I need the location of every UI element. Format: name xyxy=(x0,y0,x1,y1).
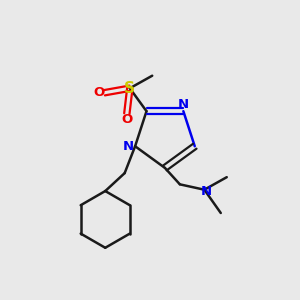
Text: O: O xyxy=(93,86,105,99)
Text: N: N xyxy=(123,140,134,153)
Text: N: N xyxy=(200,185,211,198)
Text: N: N xyxy=(178,98,189,111)
Text: O: O xyxy=(121,113,133,126)
Text: S: S xyxy=(124,81,135,96)
